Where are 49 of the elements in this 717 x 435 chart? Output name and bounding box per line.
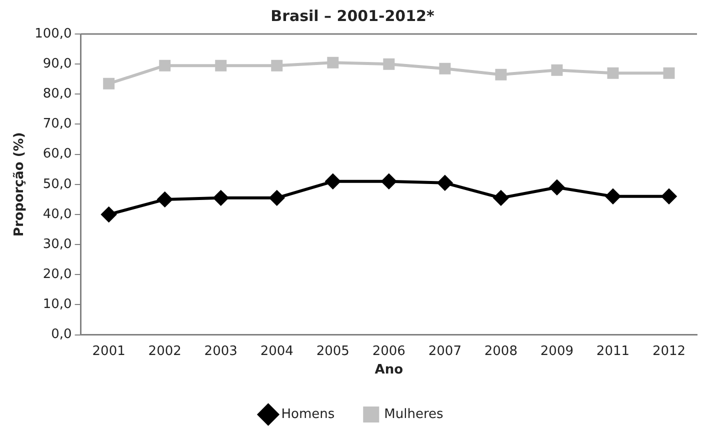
y-tick-label: 10,0 bbox=[42, 297, 72, 312]
point bbox=[325, 174, 340, 189]
x-tick-label: 2005 bbox=[316, 344, 350, 359]
x-tick-label: 2007 bbox=[428, 344, 462, 359]
legend-label: Homens bbox=[281, 406, 335, 422]
y-tick-label: 30,0 bbox=[42, 236, 72, 252]
chart-title: Brasil – 2001-2012* bbox=[270, 6, 434, 25]
point bbox=[101, 206, 116, 222]
y-tick-label: 0,0 bbox=[51, 327, 72, 342]
x-tick-label: 2002 bbox=[148, 344, 182, 359]
y-tick-label: 90,0 bbox=[42, 56, 72, 72]
x-tick-label: 2011 bbox=[596, 344, 630, 359]
point bbox=[549, 180, 564, 195]
point bbox=[607, 67, 619, 79]
point bbox=[437, 175, 452, 190]
y-tick-label: 70,0 bbox=[42, 116, 72, 132]
point bbox=[381, 174, 396, 189]
point bbox=[495, 68, 507, 80]
point bbox=[103, 78, 115, 90]
point bbox=[213, 190, 228, 206]
point bbox=[383, 58, 395, 70]
x-tick-label: 2006 bbox=[372, 344, 406, 359]
point bbox=[439, 62, 451, 74]
point bbox=[269, 190, 284, 206]
point bbox=[493, 190, 508, 206]
point bbox=[661, 188, 676, 204]
y-tick-label: 20,0 bbox=[42, 267, 72, 282]
legend-label: Mulheres bbox=[384, 406, 444, 422]
x-tick-label: 2003 bbox=[204, 344, 238, 359]
x-tick-label: 2008 bbox=[484, 344, 518, 359]
point bbox=[551, 64, 563, 76]
y-axis-title: Proporção (%) bbox=[12, 132, 28, 237]
x-axis-title: Ano bbox=[374, 362, 404, 378]
x-tick-label: 2009 bbox=[540, 344, 574, 359]
y-tick-label: 60,0 bbox=[42, 146, 72, 162]
y-tick-label: 100,0 bbox=[34, 26, 72, 42]
point bbox=[157, 192, 172, 207]
point bbox=[327, 56, 339, 68]
point bbox=[159, 60, 171, 72]
y-tick-label: 50,0 bbox=[42, 176, 72, 192]
x-tick-label: 2004 bbox=[260, 344, 294, 359]
point bbox=[271, 60, 283, 72]
point bbox=[215, 60, 227, 72]
y-tick-label: 80,0 bbox=[42, 86, 72, 102]
point bbox=[663, 67, 675, 79]
point bbox=[605, 188, 620, 204]
x-tick-label: 2001 bbox=[92, 344, 126, 359]
x-tick-label: 2012 bbox=[652, 344, 686, 359]
y-tick-label: 40,0 bbox=[42, 206, 72, 222]
